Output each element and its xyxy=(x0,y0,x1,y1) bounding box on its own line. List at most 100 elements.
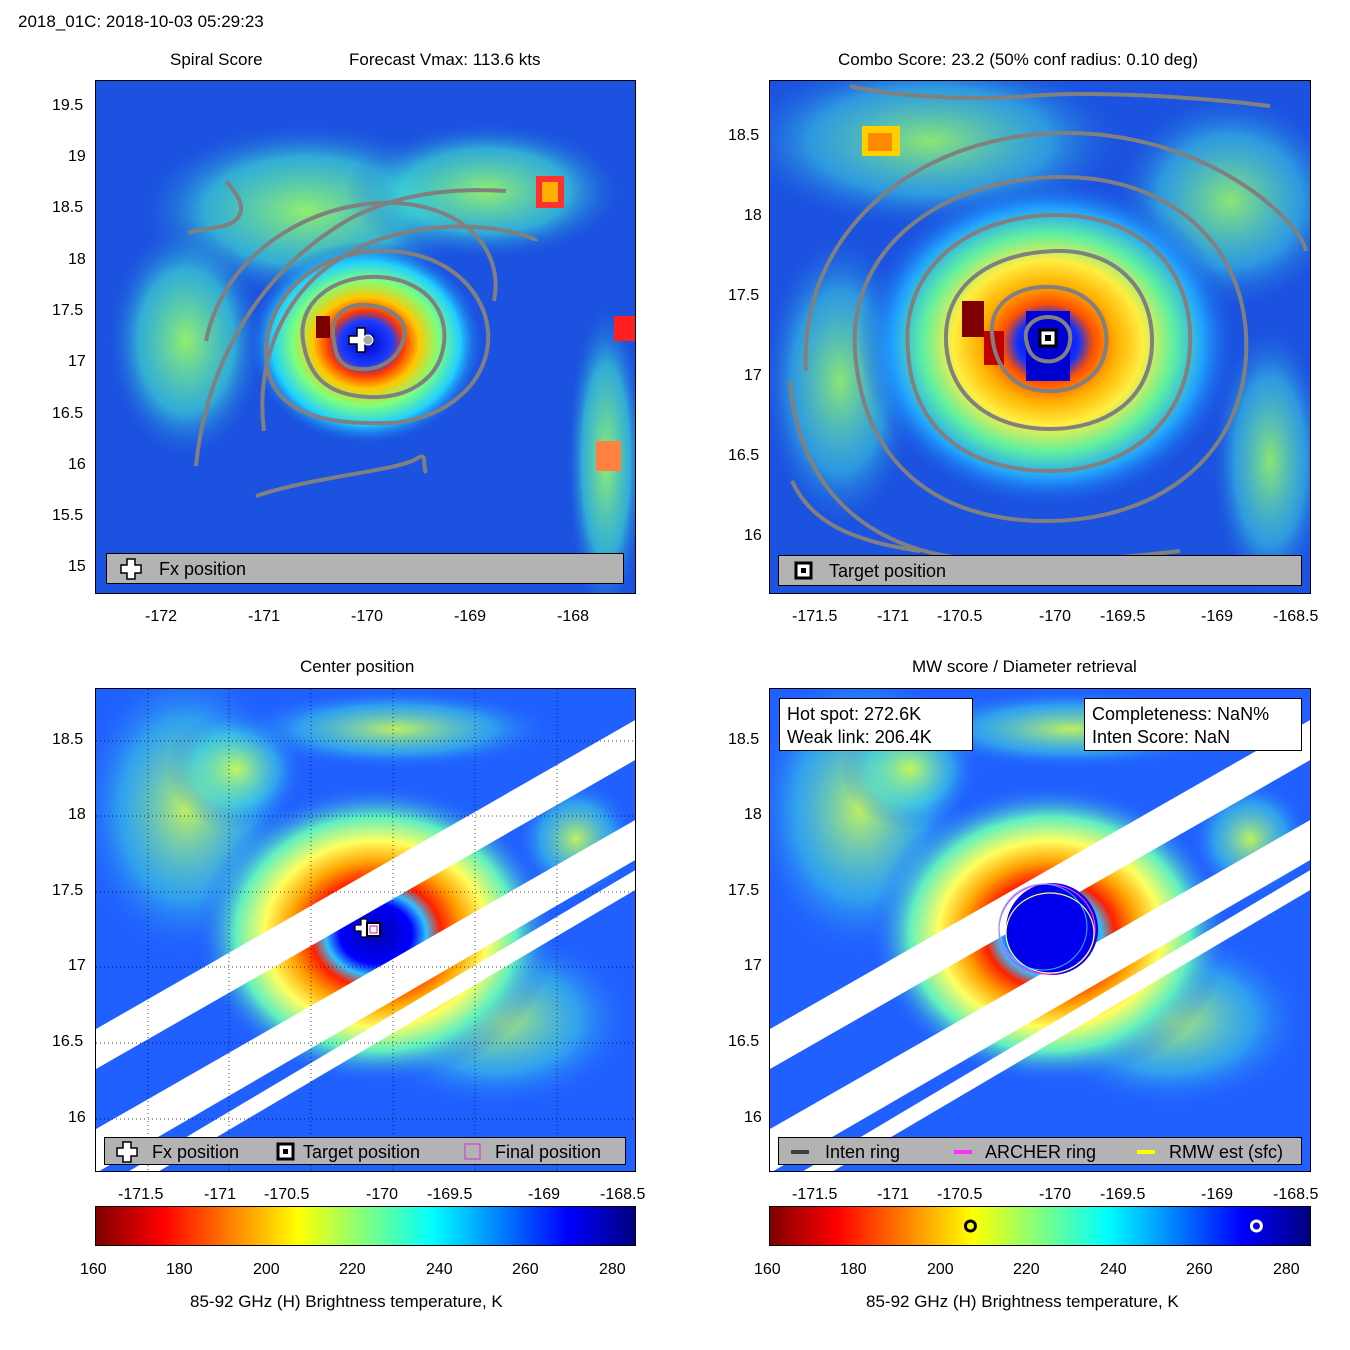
colorbar-tick: 260 xyxy=(1186,1261,1213,1278)
completeness-box: Completeness: NaN% Inten Score: NaN xyxy=(1084,698,1302,751)
y-tick: 18 xyxy=(744,207,762,224)
x-tick: -169.5 xyxy=(427,1186,473,1203)
x-tick: -169 xyxy=(1201,1186,1234,1203)
combo-score-plot: Target position xyxy=(769,80,1311,594)
y-tick: 15.5 xyxy=(52,507,84,524)
inten-ring-line-icon xyxy=(791,1150,809,1154)
y-tick: 16.5 xyxy=(52,405,84,422)
y-tick: 17.5 xyxy=(52,302,84,319)
center-legend: Fx position Target position Final positi… xyxy=(104,1137,626,1165)
y-tick: 18 xyxy=(68,251,86,268)
center-panel-title: Center position xyxy=(300,657,415,676)
y-tick: 18.5 xyxy=(728,127,760,144)
x-tick: -170 xyxy=(366,1186,399,1203)
x-tick: -171 xyxy=(877,1186,910,1203)
rmw-line-icon xyxy=(1137,1150,1155,1154)
x-tick: -169.5 xyxy=(1100,1186,1146,1203)
x-tick: -170 xyxy=(1039,608,1072,625)
fx-cross-icon xyxy=(116,1141,138,1163)
y-tick: 18.5 xyxy=(52,731,84,748)
completeness-label: Completeness: NaN% xyxy=(1092,704,1270,724)
archer-ring-label: ARCHER ring xyxy=(985,1142,1097,1162)
rmw-est-label: RMW est (sfc) xyxy=(1169,1142,1283,1162)
colorbar-tick: 240 xyxy=(1100,1261,1127,1278)
x-tick: -168.5 xyxy=(1273,1186,1319,1203)
colorbar-tick: 240 xyxy=(426,1261,453,1278)
x-tick: -169 xyxy=(1201,608,1234,625)
y-tick: 18 xyxy=(744,806,762,823)
y-tick: 19.5 xyxy=(52,97,84,114)
x-tick: -170.5 xyxy=(264,1186,310,1203)
y-tick: 17.5 xyxy=(52,882,84,899)
archer-ring-line-icon xyxy=(954,1150,972,1154)
x-tick: -168.5 xyxy=(600,1186,646,1203)
y-tick: 16.5 xyxy=(728,447,760,464)
x-tick: -170.5 xyxy=(937,608,983,625)
x-tick: -171.5 xyxy=(792,1186,838,1203)
colorbar-tick: 160 xyxy=(80,1261,107,1278)
y-tick: 16.5 xyxy=(728,1033,760,1050)
y-tick: 16 xyxy=(744,527,762,544)
spiral-panel-title: Spiral Score xyxy=(170,50,263,69)
colorbar-tick: 280 xyxy=(599,1261,626,1278)
forecast-vmax-label: Forecast Vmax: 113.6 kts xyxy=(349,50,541,69)
spiral-score-image xyxy=(96,81,635,593)
y-tick: 17 xyxy=(68,957,86,974)
mw-panel-title: MW score / Diameter retrieval xyxy=(912,657,1137,676)
fx-position-label: Fx position xyxy=(152,1142,240,1162)
combo-legend: Target position xyxy=(778,555,1302,586)
colorbar-right-markers xyxy=(963,1219,1263,1233)
x-tick: -171.5 xyxy=(118,1186,164,1203)
colorbar-right-label: 85-92 GHz (H) Brightness temperature, K xyxy=(866,1292,1179,1311)
center-position-image xyxy=(96,689,635,1171)
y-tick: 16 xyxy=(68,456,86,473)
x-tick: -170 xyxy=(1039,1186,1072,1203)
target-position-marker xyxy=(1038,328,1058,348)
y-tick: 16 xyxy=(68,1109,86,1126)
x-tick: -170.5 xyxy=(937,1186,983,1203)
final-position-label: Final position xyxy=(495,1142,602,1162)
mw-legend: Inten ring ARCHER ring RMW est (sfc) xyxy=(778,1137,1302,1165)
colorbar-tick: 220 xyxy=(1013,1261,1040,1278)
colorbar-tick: 280 xyxy=(1273,1261,1300,1278)
colorbar-left xyxy=(95,1206,636,1246)
colorbar-tick: 160 xyxy=(754,1261,781,1278)
inten-ring-label: Inten ring xyxy=(825,1142,901,1162)
center-position-plot: Fx position Target position Final positi… xyxy=(95,688,636,1172)
fx-position-label: Fx position xyxy=(159,559,247,579)
weak-link-label: Weak link: 206.4K xyxy=(787,727,932,747)
hot-spot-marker xyxy=(1249,1219,1263,1233)
y-tick: 17 xyxy=(68,353,86,370)
y-tick: 17 xyxy=(744,957,762,974)
x-tick: -169 xyxy=(528,1186,561,1203)
weak-link-marker xyxy=(963,1219,977,1233)
target-square-icon xyxy=(276,1142,295,1161)
colorbar-left-label: 85-92 GHz (H) Brightness temperature, K xyxy=(190,1292,503,1311)
colorbar-right xyxy=(769,1206,1311,1246)
spiral-legend: Fx position xyxy=(106,553,624,584)
target-position-label: Target position xyxy=(303,1142,421,1162)
x-tick: -169 xyxy=(454,608,487,625)
x-tick: -170 xyxy=(351,608,384,625)
colorbar-tick: 260 xyxy=(512,1261,539,1278)
y-tick: 17.5 xyxy=(728,882,760,899)
fx-cross-icon xyxy=(120,558,142,580)
x-tick: -171 xyxy=(204,1186,237,1203)
y-tick: 16 xyxy=(744,1109,762,1126)
x-tick: -168.5 xyxy=(1273,608,1319,625)
center-grid xyxy=(96,689,635,1171)
hot-spot-label: Hot spot: 272.6K xyxy=(787,704,922,724)
y-tick: 18.5 xyxy=(52,199,84,216)
final-square-icon xyxy=(464,1143,481,1160)
final-position-marker xyxy=(369,925,378,934)
colorbar-tick: 200 xyxy=(927,1261,954,1278)
y-tick: 17.5 xyxy=(728,287,760,304)
y-tick: 19 xyxy=(68,148,86,165)
storm-time-header: 2018_01C: 2018-10-03 05:29:23 xyxy=(18,12,264,31)
y-tick: 18.5 xyxy=(728,731,760,748)
x-tick: -169.5 xyxy=(1100,608,1146,625)
combo-panel-title: Combo Score: 23.2 (50% conf radius: 0.10… xyxy=(838,50,1199,69)
colorbar-tick: 180 xyxy=(840,1261,867,1278)
colorbar-tick: 200 xyxy=(253,1261,280,1278)
rmw-ring xyxy=(1005,892,1095,974)
